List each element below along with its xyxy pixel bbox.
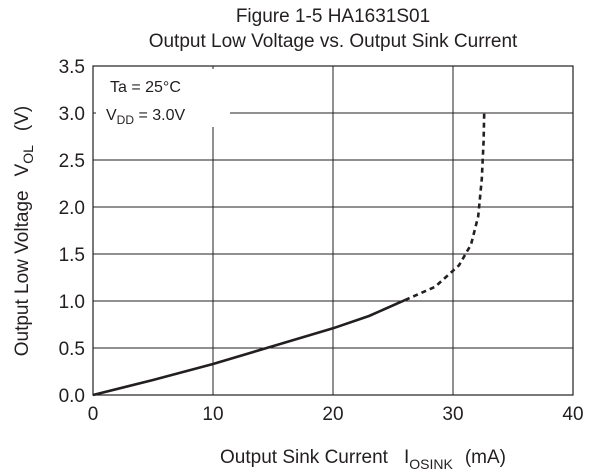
y-axis-label: Output Low Voltage VOL (V): [12, 106, 36, 357]
y-axis-label-text: Output Low Voltage: [12, 190, 33, 356]
x-tick-label: 30: [442, 404, 463, 425]
y-tick-label: 3.5: [59, 57, 85, 78]
x-axis-symbol-subscript: OSINK: [409, 456, 453, 470]
x-tick-label: 40: [562, 404, 583, 425]
y-tick-label: 2.5: [59, 151, 85, 172]
condition-vdd-value: = 3.0V: [134, 107, 185, 124]
y-axis-unit: (V): [12, 106, 33, 131]
x-axis-ticks: 0 10 20 30 40: [88, 404, 584, 425]
y-tick-label: 3.0: [59, 104, 85, 125]
y-tick-label: 1.0: [59, 292, 85, 313]
y-axis-ticks: 0.0 0.5 1.0 1.5 2.0 2.5 3.0 3.5: [59, 57, 85, 407]
y-tick-label: 2.0: [59, 198, 85, 219]
conditions-box: [96, 69, 230, 127]
chart-subtitle: Output Low Voltage vs. Output Sink Curre…: [149, 31, 518, 52]
x-axis-label-text: Output Sink Current: [220, 447, 389, 468]
y-axis-symbol: V: [12, 163, 33, 176]
x-tick-label: 10: [202, 404, 223, 425]
grid: [93, 66, 573, 395]
series-line-solid: [92, 298, 406, 397]
chart-title: Figure 1-5 HA1631S01: [236, 6, 430, 27]
y-tick-label: 0.0: [59, 386, 85, 407]
series-line-dashed: [404, 112, 486, 302]
y-axis-symbol-subscript: OL: [20, 145, 36, 164]
x-axis-symbol: I: [404, 447, 409, 468]
condition-vdd: VDD = 3.0V: [106, 107, 185, 127]
y-tick-label: 1.5: [59, 245, 85, 266]
condition-temperature: Ta = 25°C: [110, 79, 181, 96]
series-group: [92, 112, 486, 397]
x-tick-label: 0: [88, 404, 99, 425]
condition-vdd-symbol: V: [106, 107, 117, 124]
x-axis-unit: (mA): [465, 447, 506, 468]
x-tick-label: 20: [322, 404, 343, 425]
y-tick-label: 0.5: [59, 339, 85, 360]
condition-vdd-subscript: DD: [117, 113, 135, 127]
plot-frame: [92, 65, 574, 396]
x-axis-label: Output Sink Current IOSINK (mA): [220, 447, 506, 470]
